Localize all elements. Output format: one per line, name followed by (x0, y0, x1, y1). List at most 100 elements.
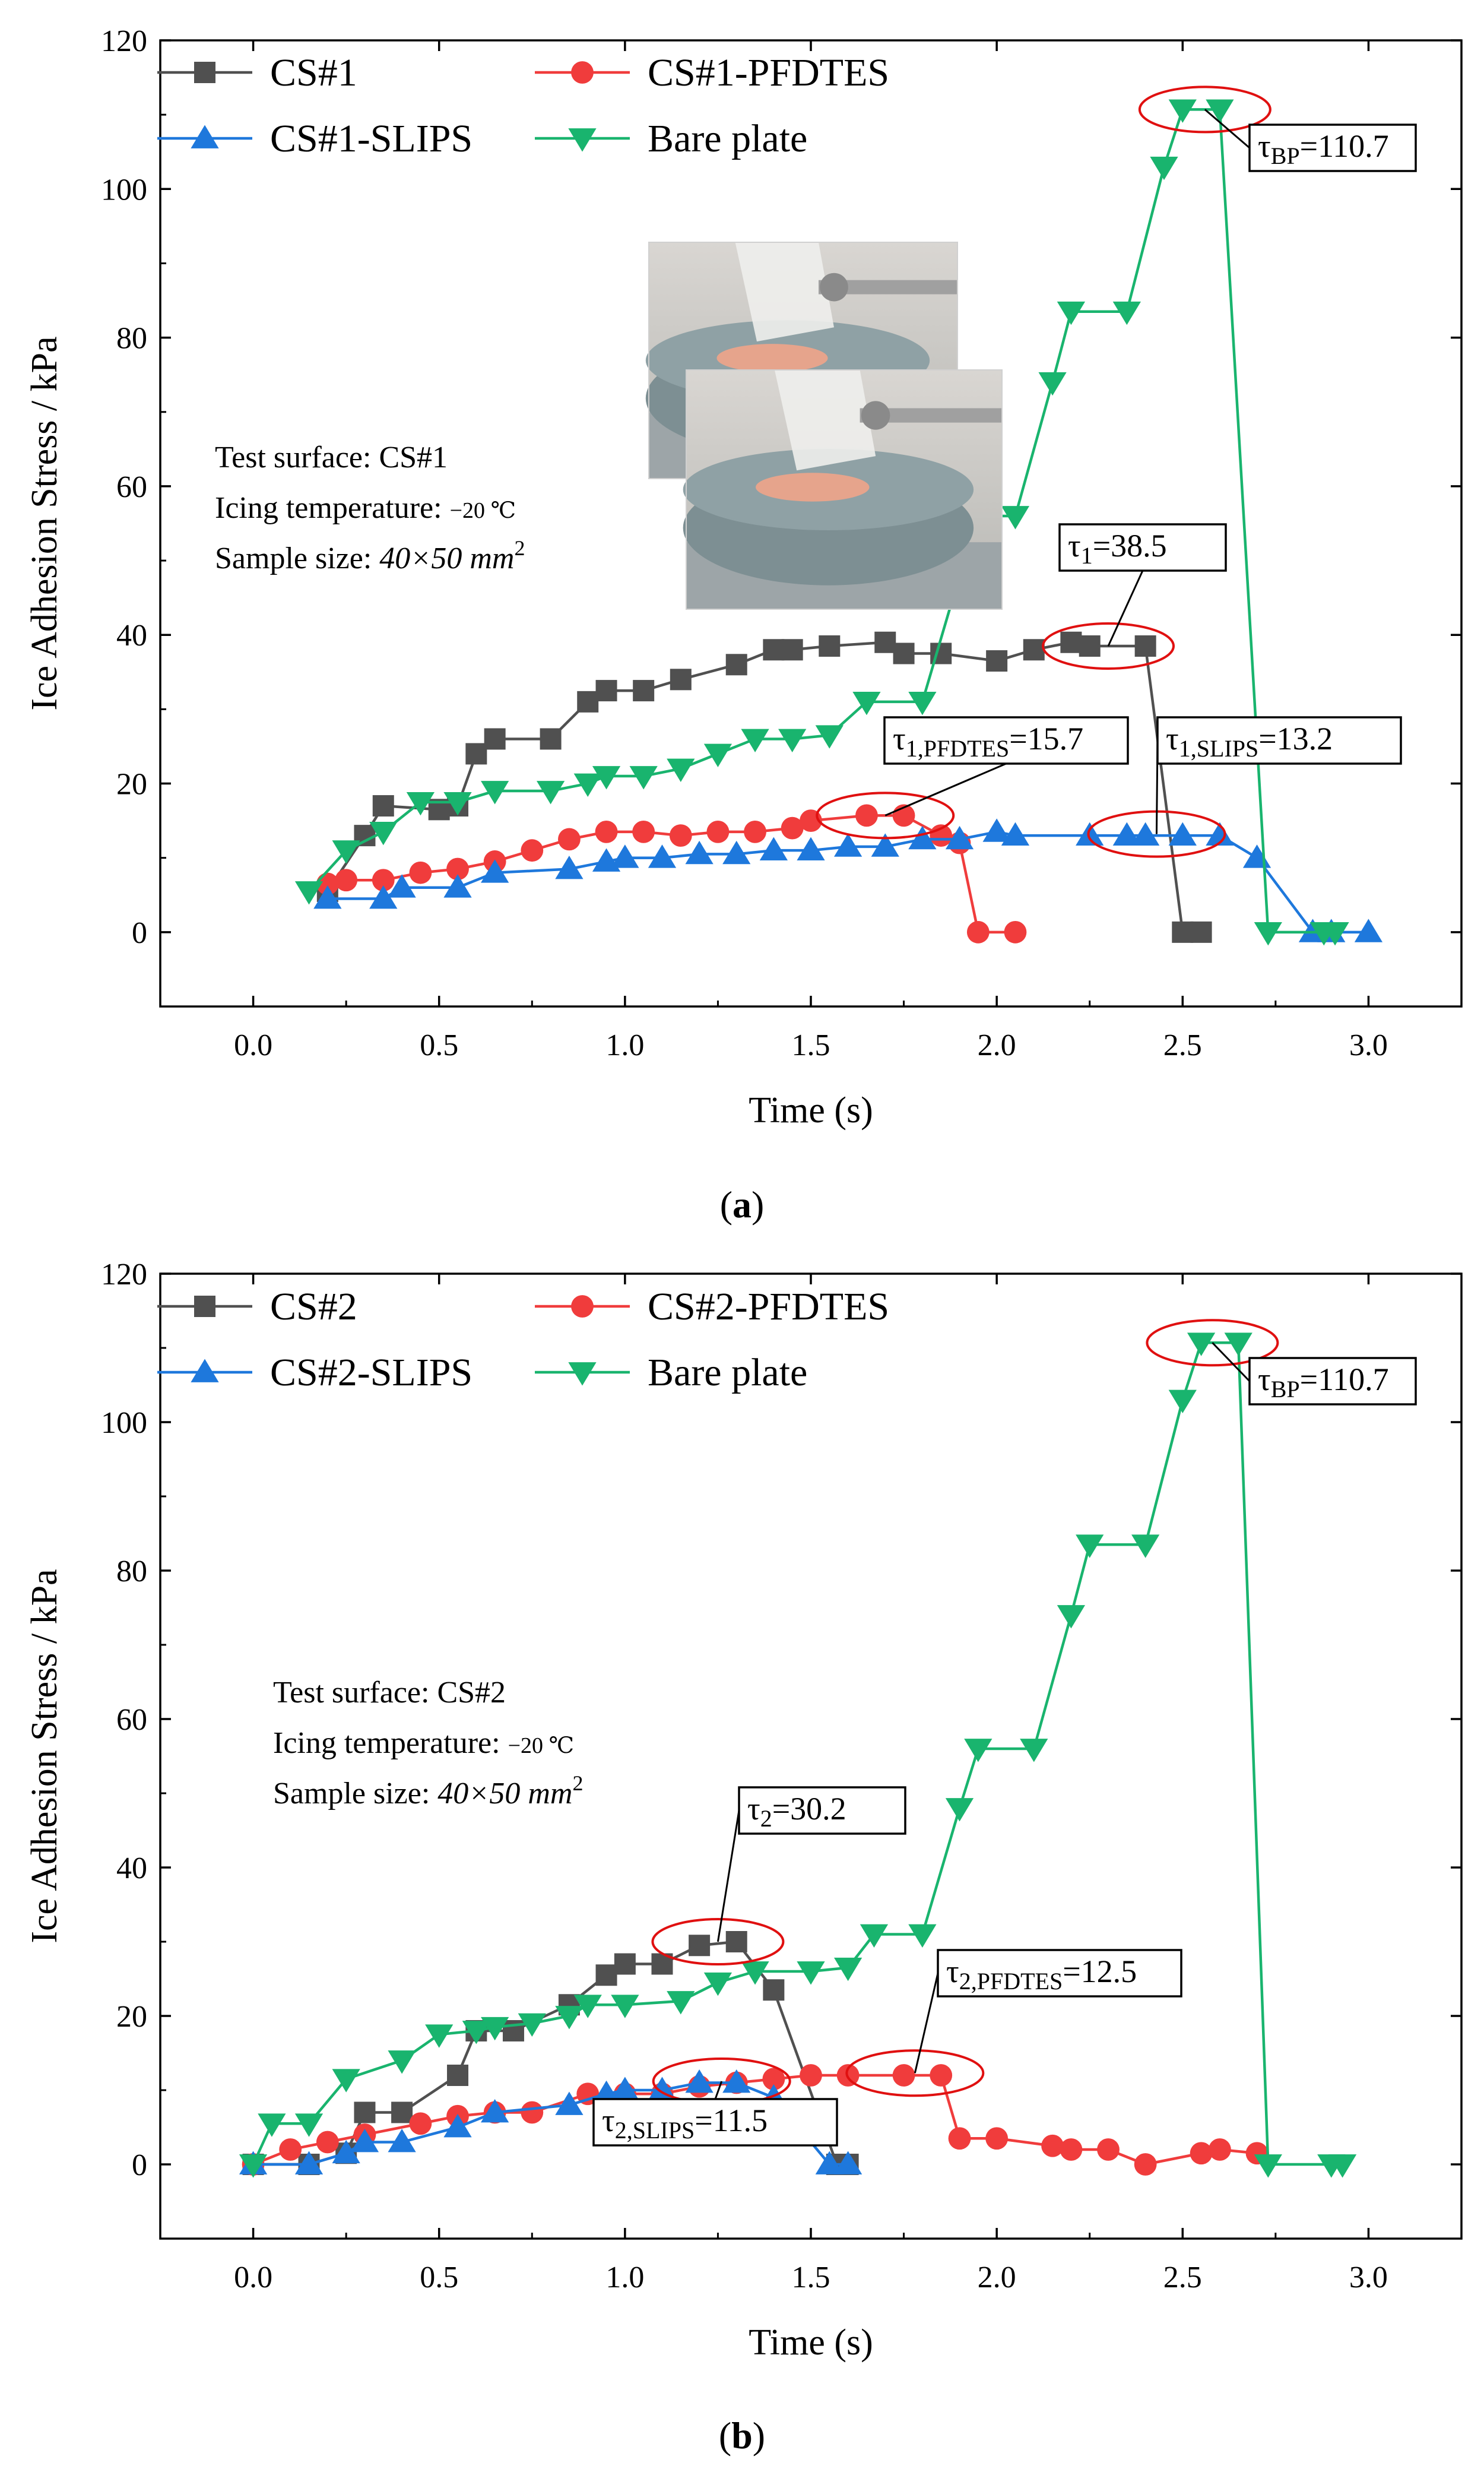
data-point (633, 680, 655, 702)
data-point (595, 680, 617, 702)
data-point (1131, 822, 1160, 846)
data-point (781, 816, 804, 840)
data-point (294, 2113, 324, 2137)
annotation-pointer (914, 1973, 939, 2074)
data-point (945, 825, 974, 850)
annotation-box (1248, 124, 1417, 172)
data-point (369, 822, 398, 846)
data-point (294, 881, 324, 905)
data-point (481, 781, 509, 805)
info-temp-value: −20 ℃ (508, 1733, 574, 1758)
data-point (1131, 1534, 1160, 1558)
data-point (648, 2077, 677, 2100)
series-cs-1-slips (313, 818, 1383, 942)
data-point (860, 1924, 889, 1948)
annotation-value: =110.7 (1300, 1362, 1389, 1397)
photo-mold (735, 242, 834, 342)
x-tick-label: 0.0 (234, 2261, 272, 2294)
x-tick-label: 1.5 (792, 1028, 830, 1062)
legend-label: CS#1 (270, 51, 357, 94)
data-point (1224, 1332, 1252, 1356)
annotation-symbol: τ (747, 1791, 760, 1827)
annotation-pointer (716, 1810, 740, 1942)
legend-label: Bare plate (648, 1351, 807, 1394)
data-point (1254, 922, 1282, 946)
x-tick-label: 2.5 (1163, 2261, 1202, 2294)
photo-probe (819, 280, 957, 295)
annotation-symbol: τ (602, 2103, 615, 2138)
annotation: τ2,SLIPS=11.5 (592, 2058, 838, 2147)
data-point (1001, 822, 1030, 846)
annotation-label: τBP=110.7 (1258, 1362, 1389, 1403)
data-point (982, 818, 1011, 842)
annotation-value: =12.5 (1063, 1954, 1137, 1989)
annotation: τ1=38.5 (1042, 523, 1227, 670)
data-point (670, 669, 692, 691)
data-point (1060, 2138, 1083, 2161)
data-point (481, 2099, 509, 2123)
caption-letter: a (733, 1183, 751, 1226)
data-point (1023, 639, 1045, 661)
data-point (722, 2069, 751, 2093)
data-point (332, 840, 360, 864)
data-point (316, 2131, 339, 2154)
data-point (1057, 1605, 1086, 1629)
caption-close: ) (751, 1183, 764, 1226)
data-point (447, 2065, 469, 2086)
photo-ice-sample (716, 344, 828, 372)
annotation-box (592, 2098, 838, 2147)
data-point (744, 820, 766, 843)
data-point (930, 2064, 953, 2087)
data-point (763, 639, 785, 661)
data-point (540, 728, 562, 750)
info-size: Sample size: 40×50 mm2 (215, 536, 525, 575)
data-point (350, 2129, 379, 2153)
annotation-subscript: 1,PFDTES (906, 735, 1010, 762)
data-point (855, 804, 878, 827)
data-point (908, 1924, 937, 1948)
data-point (834, 833, 863, 857)
test-info: Test surface: CS#2 Icing temperature: −20… (273, 1676, 583, 1810)
y-tick-label: 0 (132, 916, 147, 950)
data-point (1134, 635, 1156, 657)
data-point (1150, 156, 1178, 181)
data-point (685, 840, 714, 865)
data-point (741, 729, 769, 752)
photo-ice-sample (756, 473, 870, 502)
y-tick-label: 60 (116, 470, 147, 504)
data-point (614, 1953, 636, 1975)
data-point (1076, 822, 1104, 846)
data-point (1168, 1389, 1197, 1413)
data-point (834, 2151, 863, 2174)
annotation-subscript: 2,PFDTES (959, 1968, 1063, 1995)
data-point (778, 729, 807, 752)
data-point (800, 2064, 822, 2087)
data-point (313, 885, 342, 909)
data-point (239, 2154, 268, 2178)
data-point (592, 766, 621, 790)
y-tick-label: 40 (116, 619, 147, 653)
data-point (555, 2006, 584, 2030)
y-tick-label: 100 (101, 1406, 147, 1440)
highlight-ellipse (1146, 1319, 1279, 1367)
annotation-subscript: 1 (1081, 542, 1093, 569)
annotation-subscript: BP (1271, 1376, 1300, 1403)
legend-item: CS#1-PFDTES (535, 51, 889, 94)
data-point (1168, 822, 1197, 846)
data-point (443, 792, 472, 816)
data-point (294, 2151, 324, 2174)
annotation-box (1156, 716, 1402, 765)
data-point (834, 1957, 863, 1981)
info-size-label: Sample size: (273, 1777, 437, 1810)
data-point (815, 725, 844, 749)
data-point (1321, 922, 1349, 946)
data-point (1328, 2154, 1357, 2178)
annotation-value: =38.5 (1093, 528, 1167, 564)
data-point (481, 859, 509, 883)
highlight-ellipse (816, 792, 955, 840)
series-cs-1 (316, 631, 1212, 943)
info-size-value: 40×50 mm (379, 542, 514, 575)
data-point (354, 2101, 376, 2123)
info-size-value: 40×50 mm (437, 1777, 572, 1810)
data-point (577, 691, 599, 713)
